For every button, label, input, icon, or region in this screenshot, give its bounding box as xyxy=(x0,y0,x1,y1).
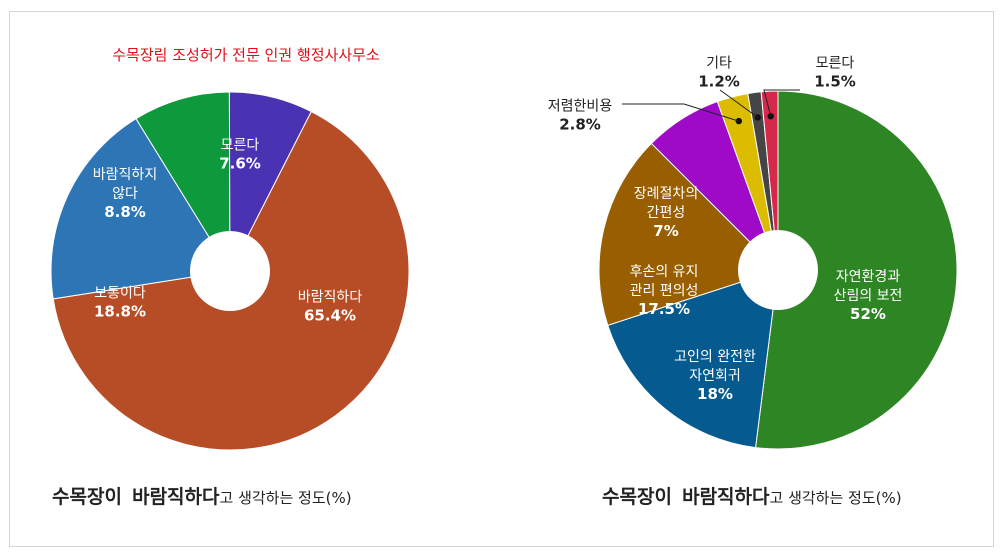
pie-slice-2 xyxy=(50,117,231,300)
pie-slice-2 xyxy=(607,269,779,449)
slice-label-7: 모른다 1.5% xyxy=(814,56,856,91)
slice-label-2-line: 보통이다 xyxy=(94,286,146,302)
pie-slice-1 xyxy=(755,90,958,450)
slice-label-5-line: 저렴한비용 xyxy=(548,99,613,115)
pie-slice-7 xyxy=(760,90,779,271)
right-chart-caption: 수목장이 바람직하다고 생각하는 정도(%) xyxy=(602,480,902,514)
leader-dot-5 xyxy=(735,117,742,125)
slice-label-2-value: 18% xyxy=(697,385,733,403)
slice-label-4-line: 모른다 xyxy=(221,138,260,154)
slice-label-3-line: 바람직하지 xyxy=(93,167,157,183)
leader-line-6 xyxy=(719,89,759,118)
slice-label-2: 보통이다 18.8% xyxy=(94,286,146,321)
slice-label-4-line: 장례절차의 xyxy=(634,186,698,202)
left-chart-title: 수목장림 조성허가 전문 인권 행정사사무소 xyxy=(112,46,380,64)
pie-slice-3 xyxy=(135,91,231,273)
caption-part1: 수목장이 xyxy=(602,486,672,508)
slice-label-1-value: 52% xyxy=(850,305,886,323)
leader-line-5 xyxy=(622,103,739,122)
donut-hole xyxy=(190,231,270,311)
slice-label-7-line: 모른다 xyxy=(816,56,855,72)
slice-label-4-value: 7% xyxy=(653,222,678,240)
leader-line-7 xyxy=(763,89,800,117)
slice-label-2-line: 고인의 완전한 xyxy=(674,349,756,365)
left-chart-caption: 수목장이 바람직하다고 생각하는 정도(%) xyxy=(52,480,352,514)
slice-label-7-value: 1.5% xyxy=(814,73,856,91)
caption-part1: 수목장이 xyxy=(52,486,122,508)
slice-label-6: 기타 1.2% xyxy=(698,56,740,91)
donut-hole xyxy=(738,230,818,310)
caption-part3: 고 생각하는 정도(%) xyxy=(219,489,352,507)
slice-label-5: 저렴한비용 2.8% xyxy=(548,99,613,134)
slice-label-3-line: 후손의 유지 xyxy=(630,264,699,280)
slice-label-6-value: 1.2% xyxy=(698,73,740,91)
slice-label-4-value: 7.6% xyxy=(219,155,261,173)
slice-label-5-value: 2.8% xyxy=(559,116,601,134)
slice-label-6-line: 기타 xyxy=(706,56,732,72)
slice-label-4: 모른다 7.6% xyxy=(219,138,261,173)
pie-slice-3 xyxy=(598,142,779,326)
slice-label-3-line: 않다 xyxy=(112,186,138,202)
slice-label-1-line: 자연환경과 xyxy=(836,269,901,285)
caption-part3: 고 생각하는 정도(%) xyxy=(769,489,902,507)
slice-label-1-line: 바람직하다 xyxy=(298,290,363,306)
slice-label-3-value: 8.8% xyxy=(104,203,146,221)
caption-part2: 바람직하다 xyxy=(682,486,770,508)
pie-slice-4 xyxy=(228,91,312,272)
slice-label-3-value: 17.5% xyxy=(638,300,690,318)
slice-label-2-value: 18.8% xyxy=(94,303,146,321)
slice-label-1-line: 산림의 보전 xyxy=(834,288,903,304)
slice-label-4-line: 간편성 xyxy=(647,205,686,221)
slice-label-3-line: 관리 편의성 xyxy=(630,283,699,299)
caption-part2: 바람직하다 xyxy=(132,486,220,508)
slice-label-2-line: 자연회귀 xyxy=(689,368,741,384)
slice-label-1-value: 65.4% xyxy=(304,307,356,325)
slice-label-1: 바람직하다 65.4% xyxy=(298,290,363,325)
